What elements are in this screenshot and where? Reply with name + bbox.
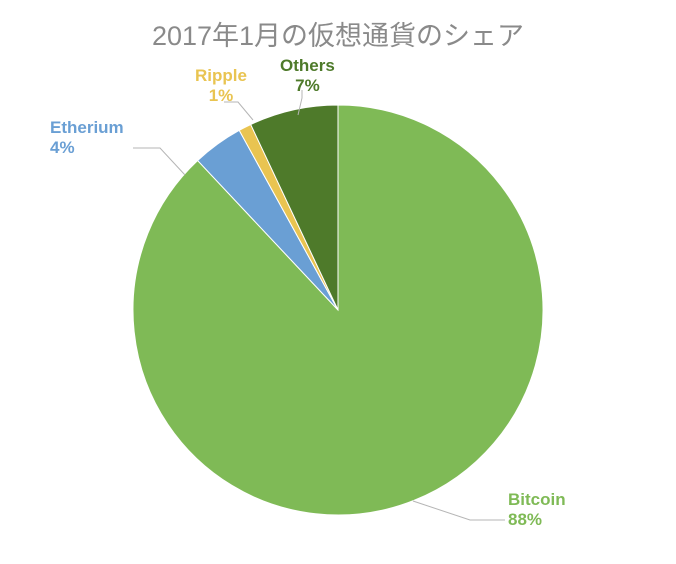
leader-bitcoin bbox=[413, 501, 505, 520]
label-bitcoin-name: Bitcoin bbox=[508, 490, 566, 510]
label-others: Others 7% bbox=[280, 56, 335, 97]
label-ripple-name: Ripple bbox=[195, 66, 247, 86]
crypto-share-pie-chart: 2017年1月の仮想通貨のシェア Bitcoin 88% Etherium 4%… bbox=[0, 0, 676, 564]
label-bitcoin-pct: 88% bbox=[508, 510, 566, 530]
label-etherium: Etherium 4% bbox=[50, 118, 124, 159]
label-etherium-pct: 4% bbox=[50, 138, 124, 158]
label-others-pct: 7% bbox=[280, 76, 335, 96]
label-etherium-name: Etherium bbox=[50, 118, 124, 138]
label-others-name: Others bbox=[280, 56, 335, 76]
label-bitcoin: Bitcoin 88% bbox=[508, 490, 566, 531]
leader-etherium bbox=[133, 148, 185, 175]
chart-title: 2017年1月の仮想通貨のシェア bbox=[0, 14, 676, 53]
pie-svg bbox=[0, 0, 676, 564]
label-ripple: Ripple 1% bbox=[195, 66, 247, 107]
label-ripple-pct: 1% bbox=[195, 86, 247, 106]
